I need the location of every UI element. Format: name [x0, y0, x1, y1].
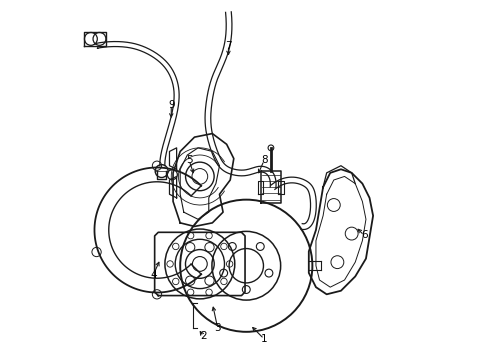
Text: 5: 5 [185, 156, 192, 165]
Text: 4: 4 [150, 270, 156, 280]
Text: 2: 2 [200, 332, 206, 342]
Text: 6: 6 [360, 230, 366, 240]
Text: 9: 9 [167, 100, 174, 110]
Text: 3: 3 [214, 323, 221, 333]
Text: 7: 7 [224, 41, 231, 51]
Text: 1: 1 [260, 334, 267, 344]
Text: 8: 8 [260, 156, 267, 165]
